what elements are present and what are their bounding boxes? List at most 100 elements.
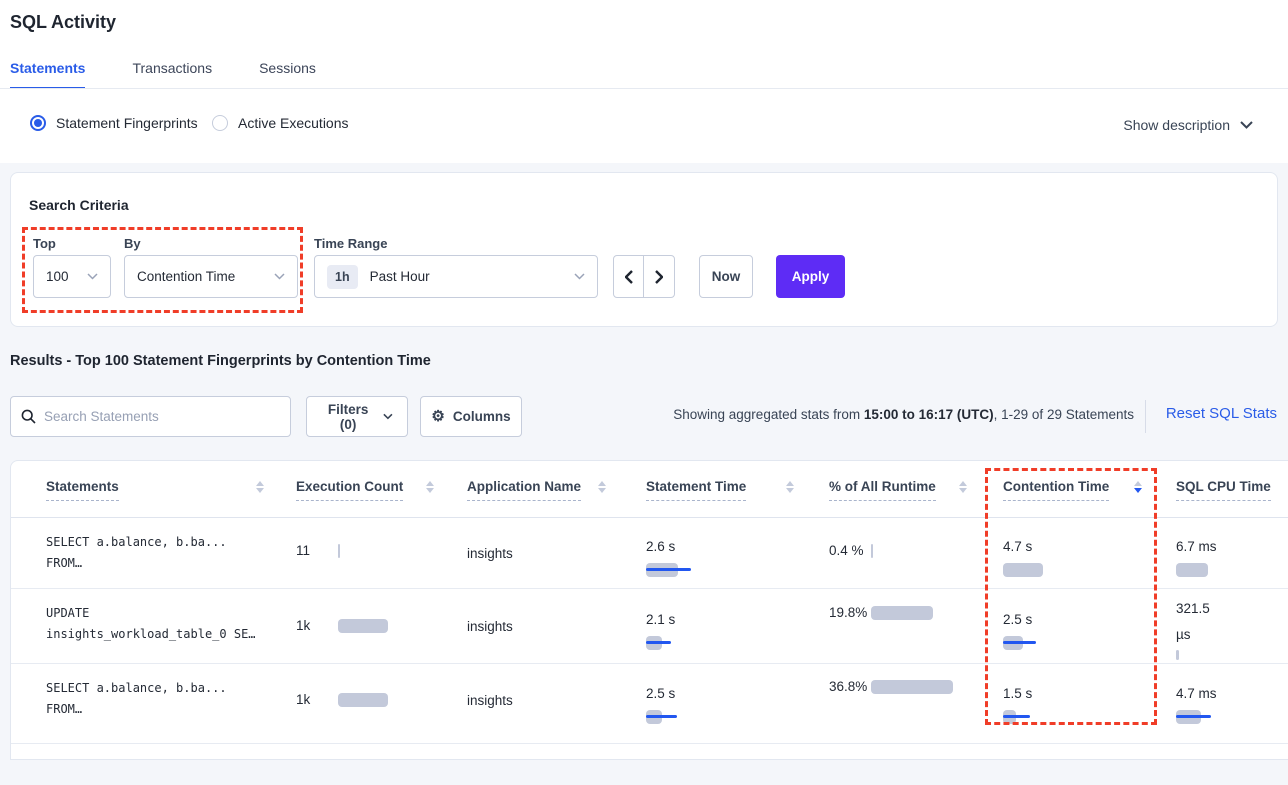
gear-icon: ⚙ <box>431 408 445 425</box>
column-header-statements[interactable]: Statements <box>46 479 119 501</box>
radio-unselected-icon <box>212 115 228 131</box>
bar-gray <box>871 606 933 620</box>
column-header-sql-cpu-time[interactable]: SQL CPU Time <box>1176 479 1271 501</box>
view-mode-bar: Statement Fingerprints Active Executions… <box>0 89 1288 163</box>
search-icon <box>21 409 36 424</box>
execution-count-cell: 1k <box>296 692 428 707</box>
columns-label: Columns <box>452 409 511 424</box>
pct-runtime-cell: 0.4 % <box>829 543 961 558</box>
toolbar-divider <box>1145 400 1146 433</box>
table-row: UPDATE insights_workload_table_0 SE… 1k … <box>11 589 1288 664</box>
search-criteria-heading: Search Criteria <box>29 197 129 213</box>
table-row: SELECT a.balance, b.ba... FROM… 1k insig… <box>11 664 1288 744</box>
chevron-down-icon <box>87 273 98 280</box>
sort-icon-active-desc[interactable] <box>1134 481 1142 493</box>
top-tabs: Statements Transactions Sessions <box>10 60 316 89</box>
sort-icon[interactable] <box>426 481 434 493</box>
chevron-down-icon <box>574 273 585 280</box>
radio-selected-icon <box>30 115 46 131</box>
column-header-contention-time[interactable]: Contention Time <box>1003 479 1110 501</box>
application-name-cell: insights <box>467 693 513 708</box>
statement-time-cell: 2.1 s <box>646 611 736 650</box>
radio-statement-fingerprints[interactable]: Statement Fingerprints <box>30 115 198 131</box>
show-description-toggle[interactable]: Show description <box>1123 117 1253 133</box>
statement-link[interactable]: SELECT a.balance, b.ba... FROM… <box>46 681 227 716</box>
bar-gray <box>338 618 388 633</box>
sort-icon[interactable] <box>786 481 794 493</box>
bar-blue <box>1176 715 1211 718</box>
application-name-cell: insights <box>467 546 513 561</box>
search-criteria-panel: Search Criteria Top 100 By Contention Ti… <box>10 172 1278 327</box>
table-header-row: Statements Execution Count Application N… <box>11 461 1288 518</box>
reset-sql-stats-link[interactable]: Reset SQL Stats <box>1165 405 1277 422</box>
statement-time-cell: 2.6 s <box>646 538 736 577</box>
sort-icon[interactable] <box>598 481 606 493</box>
time-range-select[interactable]: 1h Past Hour <box>314 255 598 298</box>
table-row: SELECT a.balance, b.ba... FROM… 11 insig… <box>11 518 1288 589</box>
sql-cpu-time-cell: 6.7 ms <box>1176 538 1266 577</box>
now-button[interactable]: Now <box>699 255 753 298</box>
bar-blue <box>646 641 671 644</box>
apply-button[interactable]: Apply <box>776 255 845 298</box>
bar-blue <box>1003 641 1036 644</box>
chevron-left-icon <box>624 269 633 284</box>
statement-time-cell: 2.5 s <box>646 685 736 724</box>
bar-gray <box>871 680 953 694</box>
bar-blue <box>646 568 691 571</box>
time-range-label: Time Range <box>314 236 388 251</box>
sort-icon[interactable] <box>256 481 264 493</box>
results-heading: Results - Top 100 Statement Fingerprints… <box>10 353 431 369</box>
column-header-execution-count[interactable]: Execution Count <box>296 479 404 501</box>
bar-gray <box>338 543 340 558</box>
contention-time-cell: 1.5 s <box>1003 685 1093 724</box>
bar-gray <box>871 543 873 558</box>
by-label: By <box>124 236 141 251</box>
radio-label: Statement Fingerprints <box>56 115 198 131</box>
time-range-value: Past Hour <box>369 269 430 284</box>
top-label: Top <box>33 236 56 251</box>
page-title: SQL Activity <box>10 12 117 32</box>
statement-link[interactable]: SELECT a.balance, b.ba... FROM… <box>46 535 227 570</box>
chevron-down-icon <box>274 273 285 280</box>
tab-sessions[interactable]: Sessions <box>259 60 316 76</box>
top-select[interactable]: 100 <box>33 255 111 298</box>
chevron-right-icon <box>655 269 663 284</box>
pct-runtime-cell: 36.8% <box>829 674 961 700</box>
pct-runtime-cell: 19.8% <box>829 600 961 626</box>
radio-active-executions[interactable]: Active Executions <box>212 115 349 131</box>
column-header-statement-time[interactable]: Statement Time <box>646 479 747 501</box>
top-select-value: 100 <box>46 269 69 284</box>
previous-time-button[interactable] <box>614 256 644 297</box>
time-range-badge: 1h <box>327 264 358 289</box>
filters-label: Filters (0) <box>327 401 369 432</box>
column-header-pct-runtime[interactable]: % of All Runtime <box>829 479 936 501</box>
bar-gray <box>1176 650 1179 660</box>
radio-label: Active Executions <box>238 115 349 131</box>
search-statements-input[interactable] <box>44 409 280 424</box>
execution-count-cell: 11 <box>296 543 428 558</box>
next-time-button[interactable] <box>644 256 674 297</box>
columns-button[interactable]: ⚙ Columns <box>420 396 522 437</box>
sql-cpu-time-cell: 321.5 µs <box>1176 596 1266 664</box>
statements-table: Statements Execution Count Application N… <box>10 460 1288 760</box>
sort-icon[interactable] <box>959 481 967 493</box>
chevron-down-icon <box>1240 121 1253 129</box>
bar-blue <box>646 715 677 718</box>
tab-transactions[interactable]: Transactions <box>132 60 213 76</box>
bar-gray <box>1003 563 1043 577</box>
statement-link[interactable]: UPDATE insights_workload_table_0 SE… <box>46 606 256 641</box>
aggregated-stats-text: Showing aggregated stats from 15:00 to 1… <box>673 407 1134 422</box>
chevron-down-icon <box>383 413 393 420</box>
bar-gray <box>1176 563 1208 577</box>
tab-statements[interactable]: Statements <box>10 60 86 89</box>
time-step-group <box>613 255 675 298</box>
bar-gray <box>338 692 388 707</box>
by-select-value: Contention Time <box>137 269 236 284</box>
bar-blue <box>1003 715 1030 718</box>
search-statements-box <box>10 396 291 437</box>
by-select[interactable]: Contention Time <box>124 255 298 298</box>
stats-time-range: 15:00 to 16:17 (UTC) <box>863 407 994 422</box>
column-header-application-name[interactable]: Application Name <box>467 479 582 501</box>
filters-button[interactable]: Filters (0) <box>306 396 408 437</box>
application-name-cell: insights <box>467 619 513 634</box>
